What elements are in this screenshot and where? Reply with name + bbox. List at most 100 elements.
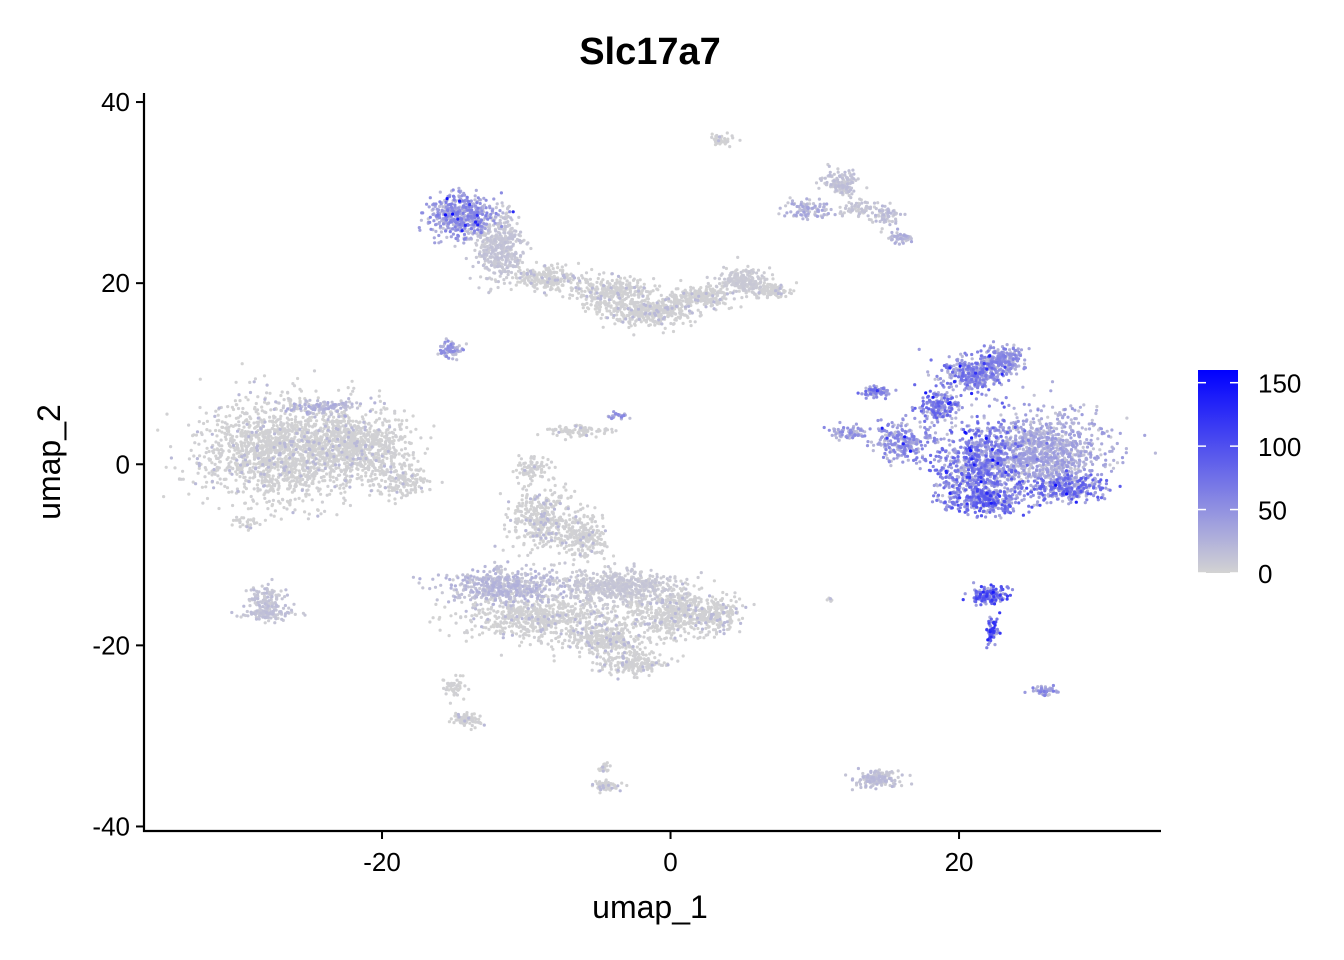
scatter-point: [594, 636, 599, 640]
scatter-point: [292, 384, 297, 388]
scatter-point: [298, 396, 302, 400]
scatter-point: [334, 420, 338, 424]
scatter-point: [378, 492, 382, 496]
scatter-point: [508, 621, 512, 625]
scatter-point: [373, 420, 377, 424]
scatter-point: [651, 651, 655, 655]
scatter-point: [594, 435, 598, 439]
scatter-point: [253, 377, 257, 381]
scatter-point: [574, 590, 578, 595]
scatter-point: [405, 425, 409, 430]
scatter-point: [205, 496, 210, 501]
scatter-point: [532, 511, 537, 516]
scatter-point: [677, 612, 681, 616]
scatter-point: [351, 419, 355, 423]
scatter-point: [346, 386, 350, 390]
scatter-point: [725, 614, 729, 618]
scatter-point: [279, 517, 283, 521]
scatter-point: [227, 490, 231, 494]
scatter-point: [217, 506, 221, 511]
scatter-point: [208, 429, 212, 433]
scatter-point: [673, 293, 677, 297]
scatter-point: [514, 528, 518, 533]
scatter-point: [299, 434, 303, 438]
scatter-point: [519, 463, 523, 467]
scatter-point: [576, 261, 581, 265]
scatter-point: [260, 405, 264, 409]
scatter-point: [649, 605, 653, 609]
scatter-point: [624, 646, 628, 650]
scatter-point: [682, 627, 686, 631]
scatter-point: [530, 460, 534, 465]
scatter-point: [276, 480, 280, 484]
scatter-point: [156, 428, 160, 432]
scatter-point: [322, 475, 326, 479]
scatter-point: [361, 468, 365, 472]
scatter-point: [714, 597, 718, 602]
scatter-point: [353, 424, 357, 428]
scatter-point: [604, 306, 608, 310]
scatter-point: [256, 412, 260, 416]
scatter-point: [622, 617, 627, 621]
scatter-point: [584, 630, 588, 634]
scatter-point: [522, 534, 527, 538]
scatter-point: [680, 589, 684, 593]
scatter-point: [689, 625, 693, 629]
scatter-point: [737, 289, 741, 293]
scatter-point: [399, 496, 404, 500]
scatter-point: [527, 629, 531, 633]
scatter-point: [470, 614, 474, 618]
scatter-point: [240, 362, 244, 366]
scatter-point: [397, 438, 401, 442]
scatter-point: [498, 629, 502, 633]
scatter-point: [469, 620, 474, 624]
scatter-point: [593, 506, 597, 510]
scatter-point: [301, 499, 305, 503]
scatter-point: [359, 435, 363, 439]
scatter-point: [521, 501, 525, 505]
scatter-point: [590, 520, 594, 524]
scatter-point: [628, 317, 633, 321]
scatter-point: [634, 319, 638, 323]
scatter-point: [532, 457, 536, 461]
scatter-point: [321, 479, 325, 483]
scatter-point: [464, 639, 468, 643]
scatter-point: [516, 269, 521, 273]
scatter-point: [267, 434, 271, 438]
scatter-point: [719, 287, 723, 291]
scatter-point: [520, 498, 524, 502]
scatter-point: [481, 631, 485, 635]
scatter-point: [590, 267, 594, 272]
scatter-point: [563, 638, 567, 643]
scatter-point: [537, 636, 541, 640]
scatter-point: [629, 293, 634, 297]
scatter-point: [234, 380, 238, 384]
scatter-point: [586, 560, 590, 564]
scatter-point: [623, 626, 627, 630]
scatter-point: [499, 620, 503, 624]
scatter-point: [794, 281, 799, 285]
scatter-point: [164, 465, 168, 469]
scatter-point: [412, 456, 416, 460]
scatter-point: [269, 408, 273, 412]
scatter-point: [667, 631, 672, 635]
scatter-point: [523, 515, 527, 519]
scatter-point: [265, 484, 269, 488]
scatter-point: [295, 423, 299, 427]
scatter-point: [247, 425, 251, 429]
scatter-point: [238, 414, 242, 418]
scatter-point: [403, 434, 407, 439]
scatter-point: [238, 399, 242, 403]
scatter-point: [522, 541, 526, 546]
scatter-point: [710, 132, 714, 136]
scatter-point: [593, 533, 597, 537]
scatter-point: [643, 630, 647, 635]
scatter-point: [648, 616, 652, 621]
scatter-point: [242, 425, 246, 429]
scatter-point: [504, 513, 508, 517]
scatter-point: [378, 399, 382, 403]
scatter-point: [679, 278, 683, 283]
scatter-point: [615, 627, 619, 631]
scatter-point: [352, 386, 356, 390]
scatter-point: [665, 594, 669, 598]
